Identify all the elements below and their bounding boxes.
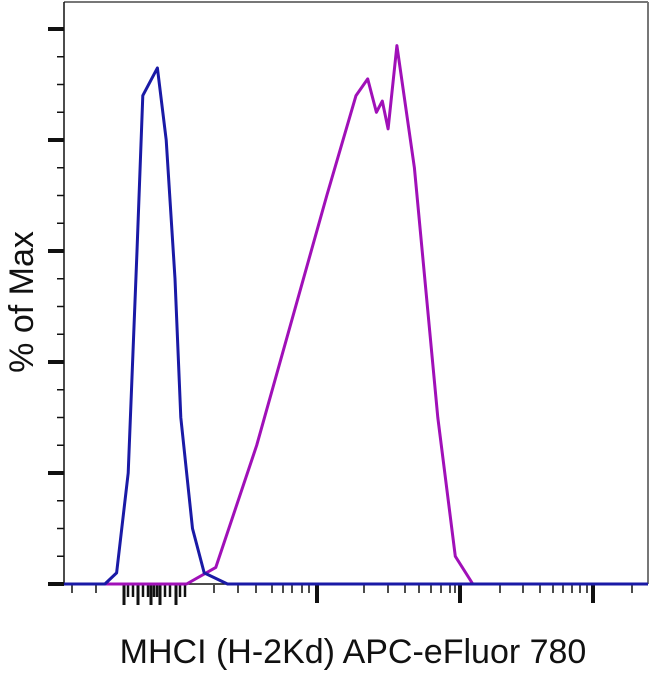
x-axis-label: MHCI (H-2Kd) APC-eFluor 780 [119, 633, 587, 671]
control-histogram-line [64, 66, 648, 586]
stained-histogram-line [64, 44, 648, 586]
x-axis-ticks [71, 585, 633, 605]
y-axis-ticks [48, 27, 64, 586]
plot-frame [63, 1, 649, 585]
y-axis-label: % of Max [3, 231, 41, 373]
